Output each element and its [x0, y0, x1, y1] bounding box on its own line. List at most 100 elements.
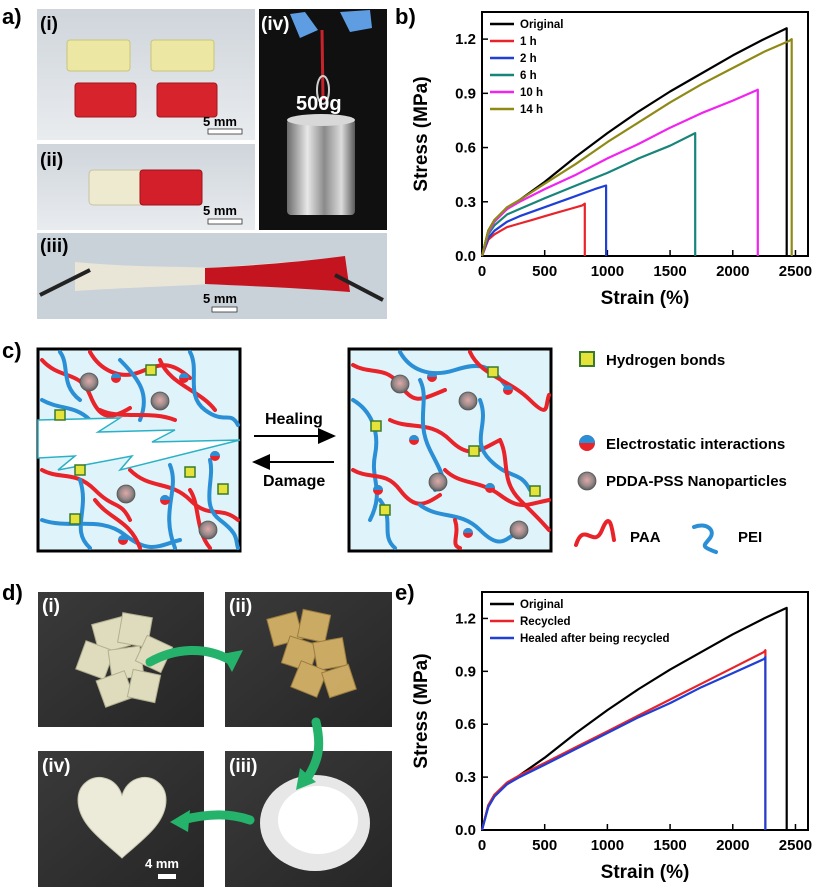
arrow-ii-to-iii — [301, 717, 324, 785]
network-damaged — [36, 347, 242, 553]
gel-block — [88, 169, 145, 206]
sublabel-d-iv: (iv) — [42, 756, 71, 777]
legend-hbond: Hydrogen bonds — [606, 352, 725, 369]
hbond-icon — [579, 351, 595, 367]
panel-c: c) — [2, 338, 787, 554]
x-tick-label: 2000 — [716, 837, 749, 854]
x-tick-label: 2500 — [779, 263, 812, 280]
healing-label: Healing — [265, 411, 323, 428]
photo-a-ii: (ii) 5 mm — [37, 144, 255, 230]
x-tick-label: 500 — [532, 263, 557, 280]
gel-block — [74, 82, 137, 118]
network-healed — [347, 347, 553, 553]
chart-b: 0 500 1000 1500 2000 2500 0.0 0.3 0.6 0.9 1.2 Strai… — [411, 11, 812, 309]
legend-label: 10 h — [520, 87, 543, 99]
arrow-iii-to-iv — [177, 810, 255, 825]
sublabel-a-i: (i) — [40, 14, 58, 35]
x-tick-label: 0 — [478, 837, 486, 854]
x-tick-label: 2500 — [779, 837, 812, 854]
pei-icon — [692, 523, 718, 554]
legend-electro: Electrostatic interactions — [606, 436, 785, 453]
photo-d-i: (i) — [38, 592, 204, 727]
scale-bar — [207, 218, 243, 225]
chart-e: 0 500 1000 1500 2000 2500 0.0 0.3 0.6 0.9 1.2 Strai… — [411, 591, 812, 883]
panel-a-label: a) — [2, 4, 22, 29]
photo-a-iv: (iv) 500g — [259, 9, 387, 230]
legend-label: 2 h — [520, 53, 537, 65]
glove — [340, 10, 372, 32]
series-line — [480, 656, 767, 831]
x-tick-label: 1500 — [653, 263, 686, 280]
x-axis-label: Strain (%) — [601, 288, 690, 309]
panel-e-label: e) — [395, 580, 415, 605]
series-line — [480, 184, 608, 257]
legend-label: 6 h — [520, 70, 537, 82]
panel-d-label: d) — [2, 580, 23, 605]
heart-shape — [77, 776, 167, 859]
sublabel-d-i: (i) — [42, 596, 60, 617]
y-tick-label: 0.9 — [455, 85, 476, 102]
weight-label: 500g — [296, 93, 342, 115]
electrostatic-icon — [579, 435, 595, 451]
scalebar-label: 4 mm — [145, 856, 179, 871]
legend-pei: PEI — [738, 529, 762, 546]
y-tick-label: 1.2 — [455, 610, 476, 627]
arrowhead — [222, 650, 243, 672]
legend-label: Original — [520, 19, 563, 31]
panel-b-label: b) — [395, 4, 416, 29]
legend-label: 1 h — [520, 36, 537, 48]
gel-block — [150, 39, 215, 72]
paa-icon — [574, 519, 616, 547]
scale-bar — [211, 306, 238, 313]
network-legend: Hydrogen bonds Electrostatic interaction… — [574, 351, 787, 554]
gel-block — [139, 169, 203, 206]
legend-label: Healed after being recycled — [520, 633, 670, 645]
sublabel-a-iv: (iv) — [261, 14, 290, 35]
x-tick-label: 1000 — [591, 837, 624, 854]
x-tick-label: 500 — [532, 837, 557, 854]
y-tick-label: 0.0 — [455, 822, 476, 839]
series-line — [480, 88, 759, 257]
legend-paa: PAA — [630, 529, 661, 546]
legend-label: Recycled — [520, 616, 571, 628]
scale-bar — [158, 874, 176, 879]
legend-label: Original — [520, 599, 563, 611]
sublabel-a-ii: (ii) — [40, 150, 63, 171]
panel-a: a) (i) 5 mm (ii) 5 mm — [2, 4, 387, 319]
x-tick-label: 0 — [478, 263, 486, 280]
series-line — [480, 649, 767, 831]
photo-d-ii: (ii) — [225, 592, 392, 727]
crack — [37, 417, 241, 472]
photo-a-i: (i) 5 mm — [37, 9, 255, 140]
y-axis-label: Stress (MPa) — [411, 653, 432, 768]
x-axis-label: Strain (%) — [601, 862, 690, 883]
y-tick-label: 0.6 — [455, 716, 476, 733]
series-line — [480, 38, 793, 257]
y-tick-label: 0.9 — [455, 663, 476, 680]
scale-bar — [207, 128, 243, 135]
legend-nano: PDDA-PSS Nanoparticles — [606, 473, 787, 490]
y-tick-label: 1.2 — [455, 31, 476, 48]
plot-frame — [481, 591, 809, 831]
sublabel-d-iii: (iii) — [229, 756, 258, 777]
gel-block — [66, 39, 131, 72]
y-tick-label: 0.6 — [455, 140, 476, 157]
x-tick-label: 2000 — [716, 263, 749, 280]
scalebar-label: 5 mm — [203, 291, 237, 306]
gel-block — [156, 82, 218, 118]
stretched-gel-red — [205, 256, 350, 292]
x-tick-label: 1500 — [653, 837, 686, 854]
photo-d-iii: (iii) — [225, 751, 392, 887]
arrowhead — [296, 768, 316, 790]
y-axis-label: Stress (MPa) — [411, 76, 432, 191]
weight-500g — [287, 119, 355, 215]
sublabel-d-ii: (ii) — [229, 596, 252, 617]
scalebar-label: 5 mm — [203, 203, 237, 218]
arrow-i-to-ii — [145, 646, 235, 667]
y-tick-label: 0.3 — [455, 769, 476, 786]
panel-c-label: c) — [2, 338, 22, 363]
series-line — [480, 202, 586, 257]
y-tick-label: 0.0 — [455, 248, 476, 265]
sublabel-a-iii: (iii) — [40, 236, 69, 257]
